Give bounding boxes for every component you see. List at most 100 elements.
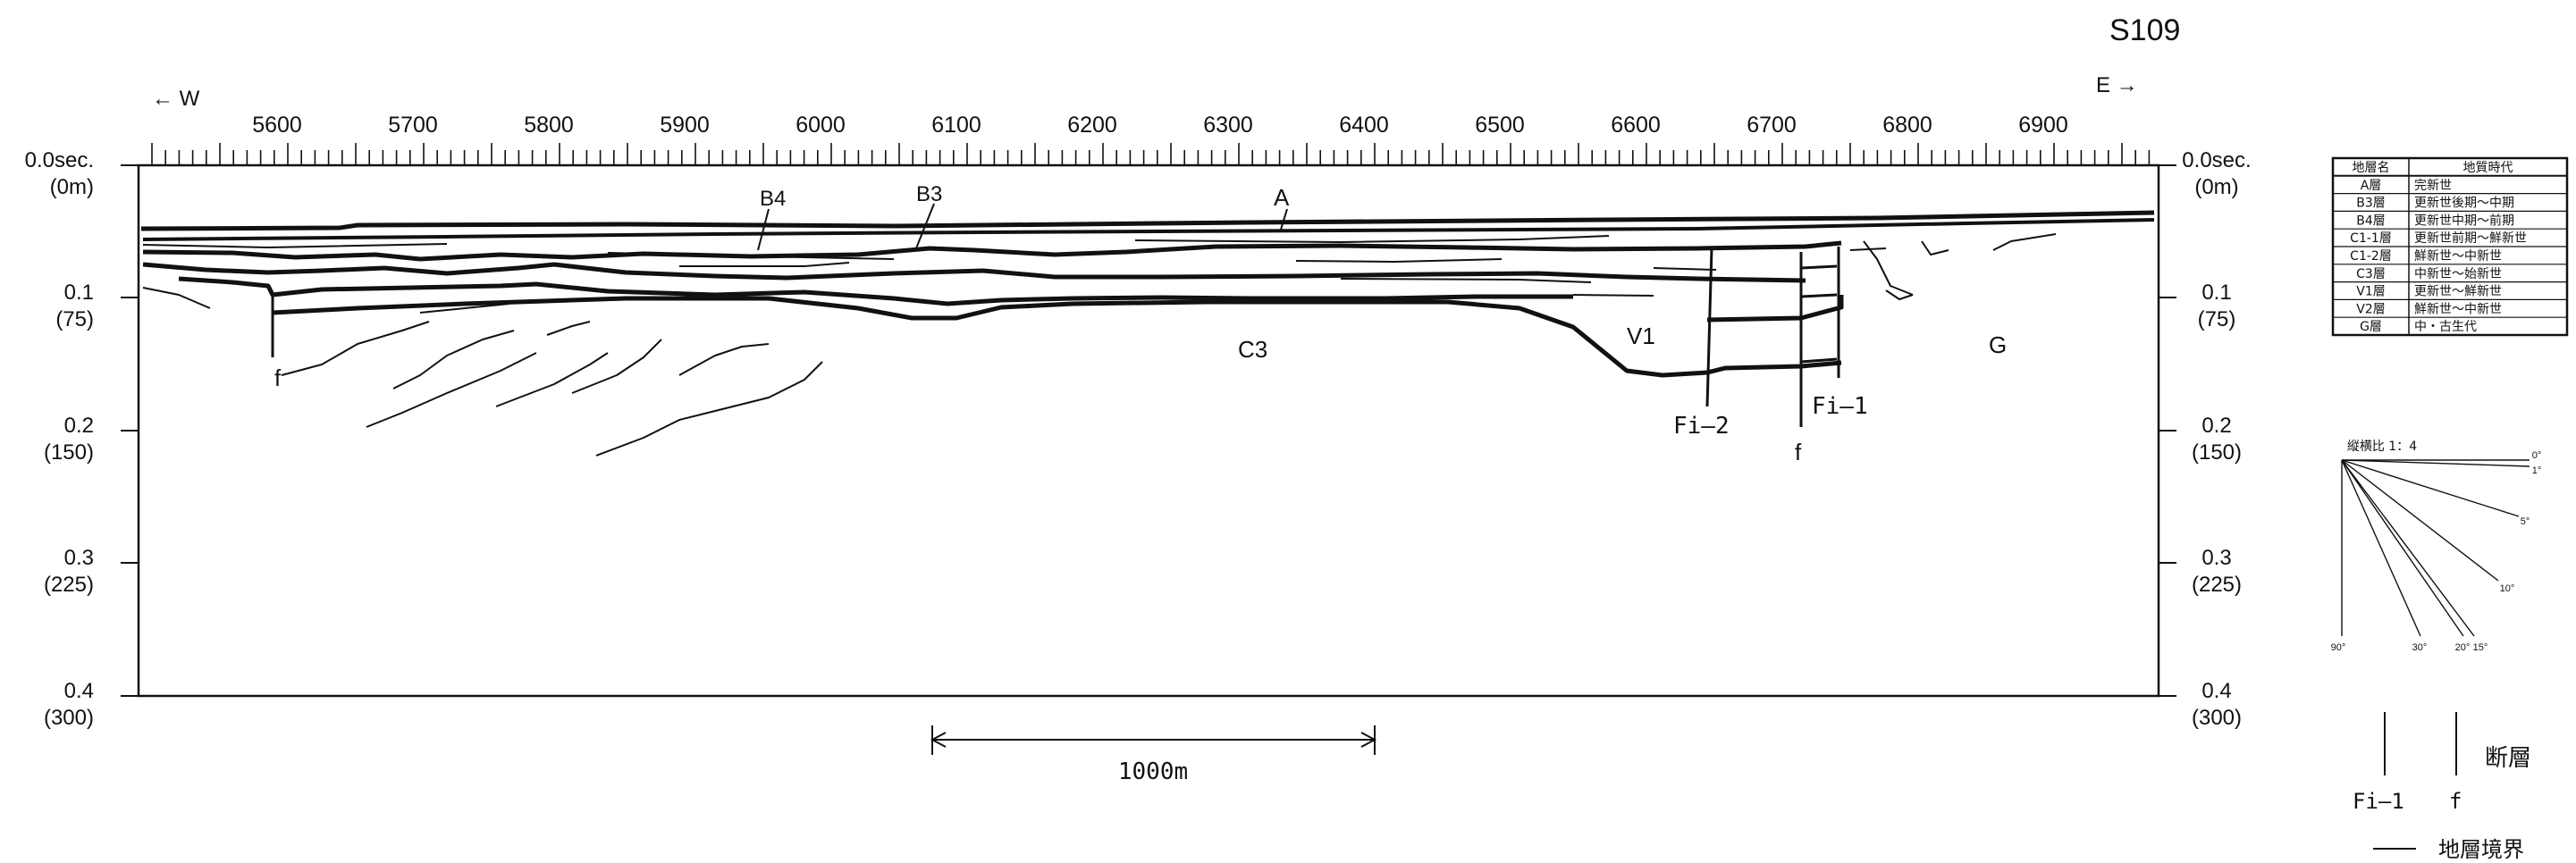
c1-boundary	[178, 276, 1573, 306]
fault-label-fi1: Fi—1	[1812, 393, 1868, 420]
scale-bar	[930, 725, 1377, 755]
table-cell-layer: C3層	[2356, 267, 2386, 281]
distance-tick-label: 6700	[1747, 113, 1797, 138]
layer-label-b4: B4	[760, 187, 786, 211]
table-cell-layer: V1層	[2356, 285, 2385, 299]
table-cell-layer: G層	[2360, 320, 2382, 334]
a-layer-base	[142, 218, 2155, 241]
b3-base	[142, 240, 1842, 262]
right-axis-time-label: 0.3	[2201, 546, 2231, 570]
distance-tick-label: 5900	[660, 113, 710, 138]
west-direction-label: ← W	[152, 87, 200, 111]
dip-angle-label: 90°	[2331, 642, 2346, 653]
fault-label-f-right: f	[1795, 439, 1802, 465]
table-cell-age: 鮮新世～中新世	[2414, 249, 2502, 264]
strata-boundaries	[140, 210, 2155, 457]
table-cell-layer: B4層	[2356, 214, 2386, 228]
right-axis-time-label: 0.1	[2201, 281, 2231, 305]
dip-angle-label: 20°	[2455, 642, 2471, 653]
dip-angle-line	[2341, 459, 2421, 637]
left-axis-depth-label: (150)	[44, 440, 94, 465]
distance-tick-label: 6200	[1067, 113, 1117, 138]
dip-angle-line	[2341, 459, 2464, 637]
distance-tick-label: 6800	[1882, 113, 1932, 138]
table-cell-layer: B3層	[2356, 197, 2386, 211]
layer-label-v1: V1	[1627, 323, 1655, 349]
right-axis-depth-label: (225)	[2192, 573, 2242, 597]
distance-tick-label: 5700	[388, 113, 438, 138]
right-axis-depth-label: (150)	[2192, 440, 2242, 465]
right-axis-depth-label: (0m)	[2194, 175, 2238, 199]
left-axis-depth-label: (0m)	[50, 175, 94, 199]
distance-tick-label: 6500	[1475, 113, 1525, 138]
right-axis-time-label: 0.4	[2201, 679, 2231, 703]
table-cell-age: 完新世	[2414, 179, 2452, 193]
layer-label-b3: B3	[916, 182, 942, 206]
fault-legend-symbol-fi1: Fi—1	[2353, 789, 2404, 814]
fault-legend-label: 断層	[2485, 745, 2531, 772]
left-axis-time-label: 0.4	[64, 679, 94, 703]
right-axis-depth-label: (300)	[2192, 706, 2242, 730]
east-direction-label: E →	[2096, 73, 2138, 97]
left-axis-depth-label: (75)	[55, 307, 94, 331]
distance-tick-label: 5600	[252, 113, 302, 138]
distance-tick-label: 5800	[524, 113, 574, 138]
table-cell-age: 更新世前期～鮮新世	[2414, 230, 2527, 246]
dip-angle-line	[2341, 459, 2530, 467]
left-axis-time-label: 0.3	[64, 546, 94, 570]
distance-tick-label: 6300	[1203, 113, 1253, 138]
fault-label-fi2: Fi—2	[1673, 413, 1730, 440]
b4-base	[142, 262, 1806, 283]
dip-angle-legend: 0° 1° 5° 10° 15°20° 30° 90°	[2331, 450, 2542, 653]
left-axis-depth-label: (300)	[44, 706, 94, 730]
layer-label-c3: C3	[1238, 336, 1267, 363]
a-leader	[1279, 208, 1288, 233]
dip-angle-label: 10°	[2500, 583, 2515, 594]
b3-leader	[915, 203, 935, 249]
right-axis-time-label: 0.2	[2201, 414, 2231, 438]
table-cell-age: 中・古生代	[2414, 320, 2477, 334]
dip-angle-label: 5°	[2521, 516, 2530, 527]
table-header-cell: 地層名	[2353, 161, 2390, 175]
table-cell-age: 更新世～鮮新世	[2414, 285, 2502, 299]
left-axis-time-label: 0.1	[64, 281, 94, 305]
fault-legend-symbol-f: f	[2449, 789, 2462, 814]
table-cell-layer: C1-2層	[2350, 249, 2392, 264]
table-cell-age: 更新世後期～中期	[2414, 197, 2514, 211]
dip-angle-label: 1°	[2532, 465, 2542, 476]
distance-tick-label: 6400	[1339, 113, 1389, 138]
distance-tick-label: 6600	[1611, 113, 1661, 138]
distance-tick-label: 6900	[2018, 113, 2068, 138]
layer-label-a: A	[1274, 184, 1290, 211]
fault-label-f-left: f	[274, 364, 282, 391]
right-axis-time-label: 0.0sec.	[2182, 148, 2251, 172]
distance-tick-scale	[151, 143, 2159, 166]
dip-angle-line	[2341, 459, 2499, 582]
c3-top	[272, 296, 1842, 378]
strata-legend-table: 地層名 地質時代A層 完新世B3層 更新世後期～中期B4層 更新世中期～前期C1-1層更…	[2331, 156, 2569, 337]
line-id-title: S109	[2109, 13, 2180, 47]
right-time-axis: 0.0sec. (0m) 0.1(75) 0.2(150) 0.3 (225) 0.4 (30…	[2159, 148, 2252, 730]
boundary-legend-label: 地層境界	[2438, 837, 2524, 862]
table-cell-layer: A層	[2361, 179, 2382, 193]
left-axis-time-label: 0.0sec.	[25, 148, 94, 172]
table-cell-layer: V2層	[2356, 302, 2385, 316]
distance-tick-labels: 5600 5700 5800 5900 6000 6100 6200 6300 6400 6500…	[252, 113, 2068, 138]
b4-leader	[757, 208, 770, 251]
dip-angle-line	[2341, 459, 2520, 517]
distance-tick-label: 6100	[931, 113, 981, 138]
left-axis-time-label: 0.2	[64, 414, 94, 438]
table-header-cell: 地質時代	[2463, 161, 2513, 175]
table-cell-age: 更新世中期～前期	[2414, 213, 2514, 228]
left-time-axis: 0.0sec. (0m) 0.1(75) 0.2(150) 0.3 (225) 0.4 (30…	[25, 148, 139, 730]
dip-angle-label: 0°	[2532, 450, 2542, 461]
left-axis-depth-label: (225)	[44, 573, 94, 597]
angle-legend-title: 縦横比 1：4	[2347, 440, 2417, 454]
dip-angle-line	[2341, 459, 2475, 637]
v1-lower	[1706, 295, 1844, 323]
dip-angle-label: 15°	[2473, 642, 2488, 653]
layer-label-g: G	[1989, 331, 2007, 358]
right-axis-depth-label: (75)	[2198, 307, 2236, 331]
table-cell-age: 鮮新世～中新世	[2414, 302, 2502, 316]
